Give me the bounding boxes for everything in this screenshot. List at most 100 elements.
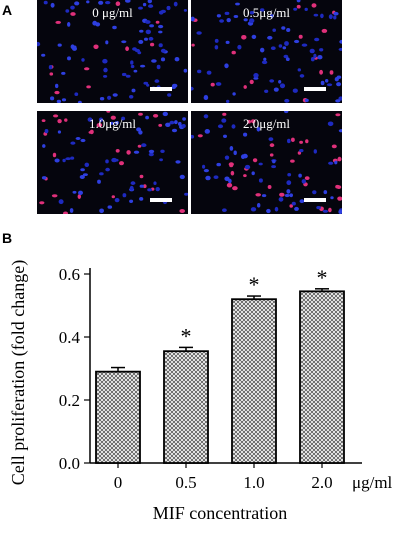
nucleus [130, 64, 135, 69]
nucleus [335, 99, 341, 103]
nucleus [125, 74, 131, 78]
significance-marker: * [249, 272, 260, 297]
nucleus [214, 45, 219, 50]
nucleus [338, 129, 342, 133]
micrograph-cells [37, 0, 188, 103]
proliferating-cell [249, 79, 254, 85]
nucleus [278, 44, 283, 48]
micrograph-2: 1.0μg/ml [37, 111, 188, 214]
proliferating-cell [296, 4, 301, 9]
proliferating-cell [222, 112, 227, 116]
nucleus [228, 178, 232, 184]
nucleus [226, 18, 231, 23]
proliferating-cell [111, 195, 116, 199]
proliferating-cell [319, 69, 323, 75]
nucleus [253, 73, 259, 78]
nucleus [138, 39, 144, 44]
nucleus [107, 205, 113, 209]
nucleus [338, 209, 342, 214]
nucleus [241, 154, 245, 159]
proliferating-cell [311, 3, 317, 8]
nucleus [299, 74, 305, 78]
nucleus [139, 184, 144, 188]
nucleus [287, 173, 292, 177]
nucleus [320, 80, 325, 86]
nucleus [42, 144, 46, 148]
nucleus [184, 192, 188, 196]
proliferating-cell [328, 207, 332, 213]
nucleus [320, 13, 324, 19]
nucleus [147, 0, 152, 4]
nucleus [271, 165, 276, 169]
nucleus [54, 158, 60, 163]
nucleus [243, 18, 248, 22]
nucleus [158, 24, 164, 29]
x-axis-label: MIF concentration [153, 503, 287, 523]
nucleus [130, 60, 134, 65]
nucleus [162, 111, 168, 117]
nucleus [166, 5, 171, 11]
nucleus [75, 137, 81, 140]
scale-bar [304, 87, 326, 91]
nucleus [165, 122, 171, 127]
nucleus [251, 171, 255, 176]
y-tick-label: 0.0 [59, 454, 80, 473]
proliferating-cell [231, 50, 236, 55]
nucleus [111, 157, 117, 163]
nucleus [105, 167, 110, 172]
nucleus [130, 181, 136, 185]
nucleus [226, 99, 230, 103]
nucleus [301, 43, 308, 47]
proliferating-cell [210, 82, 215, 87]
proliferating-cell [155, 20, 160, 24]
nucleus [294, 39, 300, 44]
nucleus [121, 116, 126, 121]
nucleus [326, 83, 333, 87]
proliferating-cell [54, 90, 60, 95]
nucleus [204, 129, 210, 134]
nucleus [317, 55, 323, 60]
nucleus [334, 160, 338, 165]
nucleus [312, 190, 317, 195]
proliferating-cell [84, 67, 90, 71]
nucleus [133, 69, 138, 73]
y-axis-label: Cell proliferation (fold change) [8, 260, 29, 485]
nucleus [181, 124, 186, 128]
nucleus [160, 48, 166, 53]
nucleus [41, 53, 46, 57]
nucleus [196, 31, 202, 35]
micrograph-0: 0 μg/ml [37, 0, 188, 103]
nucleus [56, 99, 62, 103]
proliferating-cell [297, 151, 302, 155]
nucleus [328, 161, 334, 165]
nucleus [148, 152, 154, 157]
nucleus [98, 117, 104, 123]
nucleus [217, 124, 224, 129]
nucleus [103, 67, 108, 73]
nucleus [291, 201, 296, 206]
nucleus [175, 160, 181, 164]
proliferating-cell [158, 123, 163, 127]
nucleus [131, 88, 136, 93]
nucleus [151, 59, 157, 63]
nucleus [74, 1, 80, 6]
proliferating-cell [49, 72, 54, 76]
nucleus [272, 28, 276, 32]
nucleus [273, 87, 279, 92]
nucleus [48, 65, 53, 70]
nucleus [125, 0, 131, 3]
bar [163, 350, 209, 464]
nucleus [121, 72, 127, 77]
proliferating-cell [93, 44, 99, 50]
nucleus [338, 96, 342, 101]
nucleus [86, 0, 90, 4]
nucleus [232, 92, 236, 96]
nucleus [74, 92, 79, 96]
nucleus [263, 57, 267, 61]
nucleus [178, 121, 182, 126]
nucleus [260, 8, 265, 12]
nucleus [244, 164, 251, 170]
nucleus [121, 40, 127, 44]
proliferating-cell [230, 170, 235, 176]
nucleus [140, 64, 146, 68]
